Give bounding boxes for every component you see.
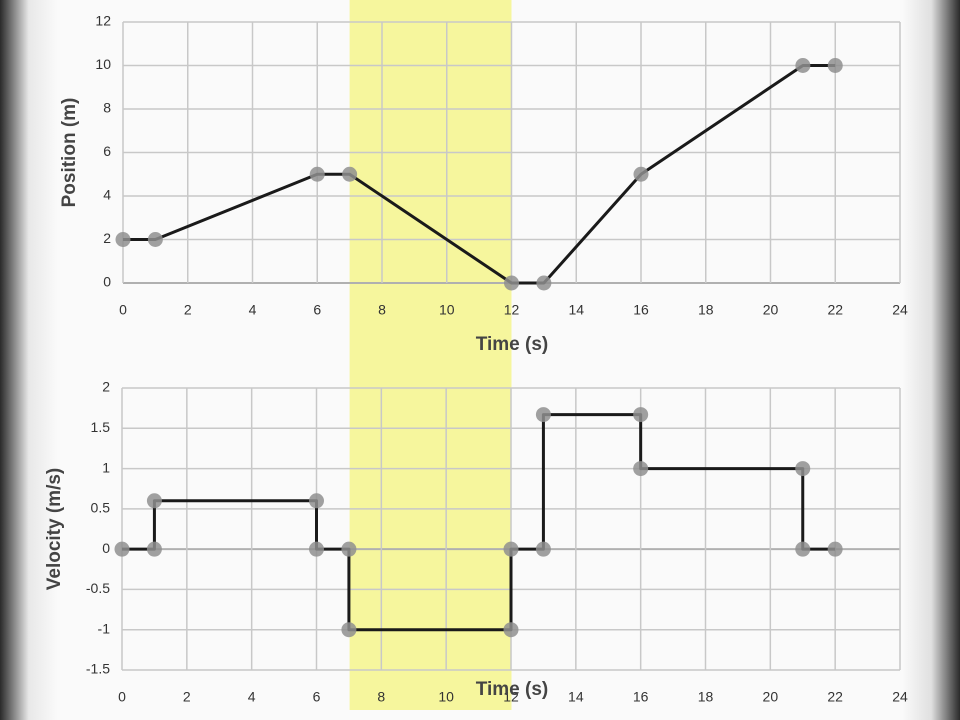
y-tick-label: 1.5 bbox=[91, 419, 111, 435]
y-tick-label: 12 bbox=[95, 13, 111, 29]
x-tick-label: 8 bbox=[377, 689, 385, 705]
x-tick-label: 0 bbox=[118, 689, 126, 705]
y-tick-label: -0.5 bbox=[86, 580, 110, 596]
x-tick-label: 8 bbox=[378, 302, 386, 318]
data-line bbox=[122, 413, 836, 632]
y-tick-label: 8 bbox=[103, 100, 111, 116]
data-point bbox=[536, 275, 552, 291]
data-point bbox=[795, 541, 811, 557]
x-tick-label: 10 bbox=[438, 689, 454, 705]
y-tick-label: 2 bbox=[102, 379, 110, 395]
y-tick-label: 2 bbox=[103, 230, 111, 246]
data-point bbox=[146, 541, 162, 557]
data-point bbox=[503, 622, 519, 638]
x-tick-label: 22 bbox=[827, 302, 843, 318]
data-point bbox=[146, 493, 162, 509]
data-point bbox=[535, 541, 551, 557]
data-point bbox=[503, 541, 519, 557]
x-axis-title: Time (s) bbox=[476, 334, 549, 355]
data-point bbox=[827, 541, 843, 557]
y-axis-title: Velocity (m/s) bbox=[44, 468, 65, 591]
y-tick-label: 0 bbox=[102, 540, 110, 556]
data-point bbox=[535, 407, 551, 423]
x-tick-label: 4 bbox=[249, 302, 257, 318]
data-point bbox=[827, 58, 843, 73]
x-tick-label: 24 bbox=[892, 302, 908, 318]
x-tick-label: 16 bbox=[633, 689, 649, 705]
x-tick-label: 6 bbox=[313, 302, 321, 318]
data-point bbox=[147, 232, 163, 247]
data-point bbox=[115, 232, 131, 247]
y-tick-label: 1 bbox=[102, 459, 110, 475]
data-point bbox=[633, 166, 649, 182]
data-point bbox=[795, 58, 811, 73]
data-point bbox=[504, 275, 519, 291]
data-point bbox=[309, 166, 325, 182]
data-point bbox=[114, 541, 130, 557]
y-tick-label: 0 bbox=[103, 274, 111, 290]
x-tick-label: 22 bbox=[827, 689, 843, 705]
x-tick-label: 24 bbox=[892, 689, 908, 705]
data-point bbox=[795, 461, 811, 477]
x-tick-label: 18 bbox=[698, 302, 714, 318]
x-tick-label: 0 bbox=[119, 302, 127, 318]
y-tick-label: 4 bbox=[103, 187, 111, 203]
x-tick-label: 12 bbox=[504, 302, 520, 318]
x-tick-label: 2 bbox=[184, 302, 192, 318]
data-point bbox=[341, 622, 357, 638]
x-tick-label: 14 bbox=[568, 302, 584, 318]
x-tick-label: 16 bbox=[633, 302, 649, 318]
x-tick-label: 18 bbox=[698, 689, 714, 705]
data-point bbox=[309, 541, 324, 557]
data-point bbox=[341, 541, 357, 557]
y-tick-label: 6 bbox=[103, 143, 111, 159]
x-tick-label: 6 bbox=[313, 689, 321, 705]
y-axis-title: Position (m) bbox=[59, 98, 80, 208]
y-tick-label: 0.5 bbox=[91, 500, 111, 516]
x-tick-label: 2 bbox=[183, 689, 191, 705]
x-tick-label: 4 bbox=[248, 689, 256, 705]
data-point bbox=[309, 493, 324, 509]
data-point bbox=[633, 407, 649, 423]
shaded-region bbox=[349, 0, 512, 710]
x-tick-label: 20 bbox=[763, 689, 779, 705]
x-axis-title: Time (s) bbox=[476, 679, 549, 700]
y-tick-label: -1 bbox=[98, 620, 111, 636]
x-tick-label: 20 bbox=[763, 302, 779, 318]
x-tick-label: 12 bbox=[503, 689, 519, 705]
y-tick-label: 10 bbox=[95, 56, 111, 72]
data-point bbox=[633, 461, 649, 477]
y-tick-label: -1.5 bbox=[86, 661, 110, 677]
x-tick-label: 10 bbox=[439, 302, 455, 318]
x-tick-label: 14 bbox=[568, 689, 584, 705]
data-point bbox=[342, 166, 358, 182]
